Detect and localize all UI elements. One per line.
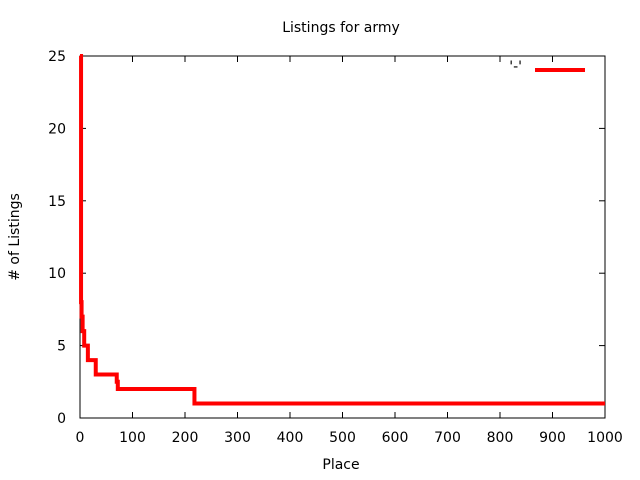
x-tick-label: 100 [119, 430, 146, 446]
x-tick-label: 300 [224, 430, 251, 446]
y-axis: 0 5 10 15 20 25 [48, 49, 605, 427]
y-tick-label: 15 [48, 194, 66, 210]
x-tick-label: 200 [172, 430, 199, 446]
x-tick-label: 500 [329, 430, 356, 446]
legend: '-' [509, 59, 585, 75]
y-tick-label: 5 [57, 339, 66, 355]
y-axis-label: # of Listings [7, 193, 23, 281]
x-tick-label: 800 [487, 430, 514, 446]
y-tick-label: 20 [48, 121, 66, 137]
x-tick-label: 900 [539, 430, 566, 446]
series-layer [79, 54, 605, 406]
x-tick-label: 1000 [587, 430, 623, 446]
plot-frame [79, 55, 606, 419]
chart-title: Listings for army [282, 20, 400, 36]
series-line [79, 54, 605, 406]
y-tick-label: 0 [57, 411, 66, 427]
legend-label: '-' [509, 59, 522, 75]
x-axis-label: Place [322, 457, 359, 473]
x-tick-label: 0 [76, 430, 85, 446]
y-tick-label: 10 [48, 266, 66, 282]
x-tick-label: 700 [434, 430, 461, 446]
x-axis: 0 100 200 300 400 500 600 700 800 900 1000 [76, 56, 623, 446]
x-tick-label: 400 [277, 430, 304, 446]
y-tick-label: 25 [48, 49, 66, 65]
x-tick-label: 600 [382, 430, 409, 446]
